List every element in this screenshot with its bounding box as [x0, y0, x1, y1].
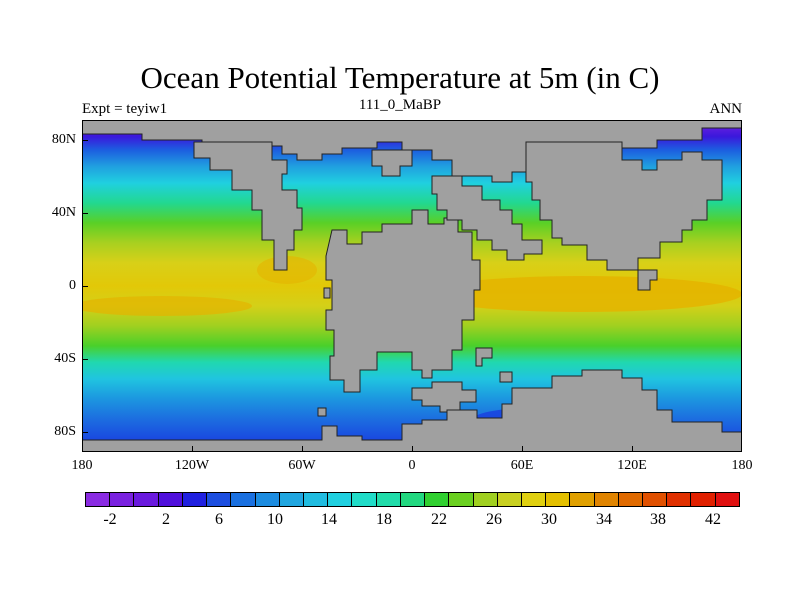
colorbar-label: 30: [541, 511, 557, 528]
y-axis-label: 80N: [51, 132, 76, 147]
colorbar-swatch: [594, 493, 619, 506]
colorbar-swatch: [521, 493, 547, 506]
colorbar-swatch: [667, 493, 692, 506]
colorbar-swatch: [255, 493, 280, 506]
time-label: 111_0_MaBP: [358, 97, 442, 113]
map-plot: [82, 120, 742, 452]
x-axis-label: 120E: [617, 458, 647, 473]
x-axis-label: 180: [731, 458, 753, 473]
season-label: ANN: [709, 101, 743, 117]
colorbar-label: 42: [705, 511, 721, 528]
y-tick: [82, 213, 88, 214]
colorbar-swatch: [352, 493, 377, 506]
temperature-map: [82, 120, 742, 452]
colorbar-swatch: [328, 493, 353, 506]
colorbar-label: 18: [376, 511, 392, 528]
colorbar-swatch: [715, 493, 739, 506]
colorbar-swatch: [207, 493, 232, 506]
x-axis-label: 60E: [510, 458, 534, 473]
colorbar-swatch: [400, 493, 426, 506]
y-axis-label: 0: [69, 278, 76, 293]
y-tick: [82, 359, 88, 360]
colorbar-swatch: [643, 493, 668, 506]
colorbar-label: 22: [431, 511, 447, 528]
colorbar-swatch: [182, 493, 208, 506]
colorbar-label: 10: [267, 511, 283, 528]
colorbar-label: -2: [103, 511, 117, 528]
x-axis-label: 60W: [288, 458, 316, 473]
colorbar-swatch: [376, 493, 401, 506]
y-axis-label: 80S: [54, 424, 76, 439]
colorbar-label: 38: [650, 511, 666, 528]
colorbar-swatch: [231, 493, 256, 506]
colorbar-swatch: [570, 493, 595, 506]
colorbar-swatch: [449, 493, 474, 506]
colorbar-swatch: [546, 493, 571, 506]
x-tick: [412, 446, 413, 452]
colorbar-swatch: [473, 493, 498, 506]
colorbar-swatch: [86, 493, 111, 506]
colorbar-label: 34: [596, 511, 612, 528]
y-tick: [82, 432, 88, 433]
colorbar-swatch: [303, 493, 329, 506]
y-axis-label: 40N: [51, 205, 76, 220]
y-tick: [82, 140, 88, 141]
x-axis-label: 120W: [174, 458, 210, 473]
x-tick: [522, 446, 523, 452]
x-axis-label: 0: [408, 458, 416, 473]
experiment-label: Expt = teyiw1: [82, 101, 168, 117]
y-axis-label: 40S: [54, 351, 76, 366]
colorbar-label: 14: [321, 511, 337, 528]
colorbar-label: 2: [162, 511, 170, 528]
x-axis-label: 180: [71, 458, 93, 473]
colorbar-swatch: [110, 493, 135, 506]
land-masses: [82, 120, 742, 452]
x-tick: [632, 446, 633, 452]
colorbar-label: 6: [215, 511, 223, 528]
colorbar: [85, 492, 740, 507]
colorbar-swatch: [618, 493, 644, 506]
colorbar-swatch: [497, 493, 522, 506]
colorbar-label: 26: [486, 511, 502, 528]
y-tick: [82, 286, 88, 287]
colorbar-swatch: [425, 493, 450, 506]
colorbar-swatch: [134, 493, 159, 506]
chart-title: Ocean Potential Temperature at 5m (in C): [140, 60, 660, 95]
colorbar-swatch: [158, 493, 183, 506]
x-tick: [192, 446, 193, 452]
colorbar-swatch: [279, 493, 304, 506]
x-tick: [302, 446, 303, 452]
colorbar-swatch: [691, 493, 716, 506]
